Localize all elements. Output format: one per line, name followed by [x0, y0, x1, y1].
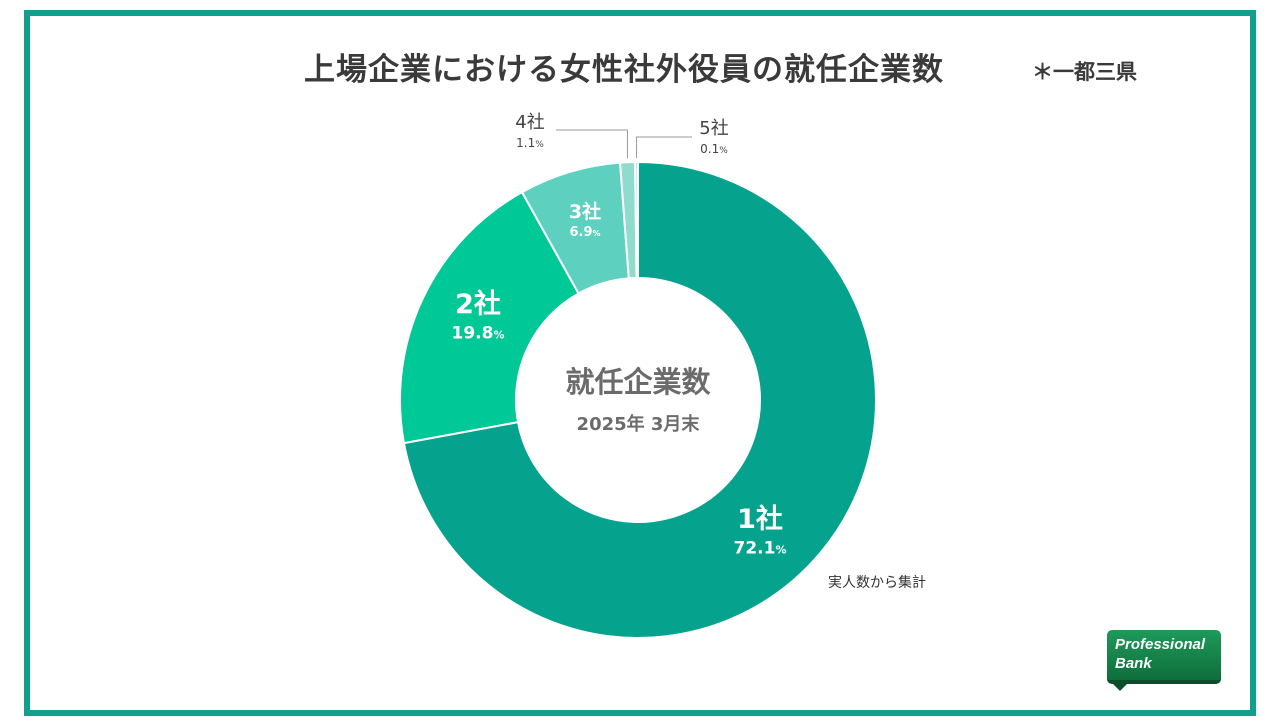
professional-bank-logo: Professional Bank [1107, 630, 1221, 684]
logo-line-2: Bank [1115, 655, 1152, 672]
slice-label-2: 2社 [455, 288, 501, 320]
chart-note: 実人数から集計 [828, 575, 926, 591]
logo-speech-tail [1112, 683, 1128, 691]
center-label: 就任企業数 [565, 365, 711, 399]
slice-label-5: 5社 [699, 118, 728, 139]
slice-value-4: 1.1% [516, 136, 544, 150]
slice-label-1: 1社 [737, 503, 783, 535]
donut-slice-5 [634, 160, 639, 280]
slice-value-3: 6.9% [569, 225, 600, 240]
slice-value-5: 0.1% [700, 142, 728, 156]
chart-title: 上場企業における女性社外役員の就任企業数 [304, 52, 944, 88]
donut-slice-1 [402, 160, 877, 639]
donut-slice-2 [399, 190, 580, 445]
slice-value-1: 72.1% [734, 539, 787, 559]
chart-subtitle: ＊一都三県 [1032, 60, 1137, 84]
leader-line-5 [636, 136, 692, 159]
leader-line-4 [556, 129, 628, 159]
slice-label-4: 4社 [515, 112, 544, 133]
center-sublabel: 2025年 3月末 [577, 413, 701, 435]
slice-label-3: 3社 [569, 200, 601, 223]
slice-value-2: 19.8% [452, 324, 505, 344]
logo-line-1: Professional [1115, 636, 1206, 653]
